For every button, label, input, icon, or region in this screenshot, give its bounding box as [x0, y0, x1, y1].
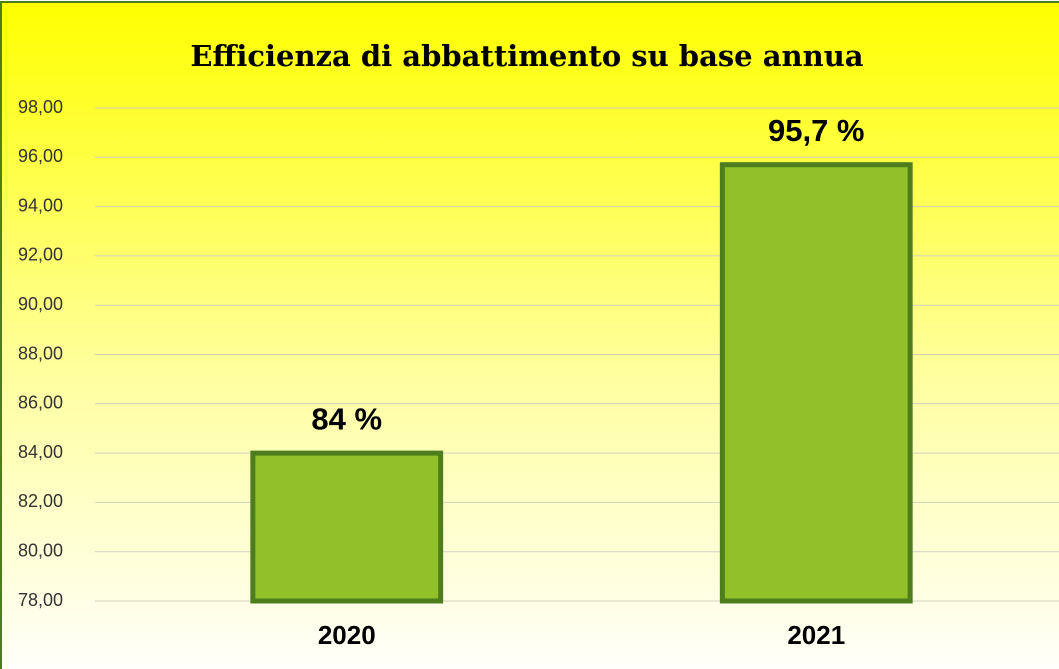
y-tick-label: 92,00 — [18, 245, 63, 265]
value-label: 95,7 % — [768, 113, 865, 148]
y-tick-label: 80,00 — [18, 540, 63, 560]
bar — [250, 450, 444, 604]
y-tick-label: 86,00 — [18, 393, 63, 413]
y-tick-label: 94,00 — [18, 195, 63, 215]
x-tick-label: 2020 — [318, 620, 376, 650]
y-tick-label: 98,00 — [18, 97, 63, 117]
y-tick-label: 84,00 — [18, 442, 63, 462]
value-label: 84 % — [311, 401, 382, 436]
y-tick-label: 78,00 — [18, 590, 63, 610]
y-tick-label: 82,00 — [18, 491, 63, 511]
chart-title: Efficienza di abbattimento su base annua — [190, 39, 863, 73]
bar — [719, 162, 913, 604]
y-tick-label: 88,00 — [18, 343, 63, 363]
y-tick-label: 96,00 — [18, 146, 63, 166]
y-tick-label: 90,00 — [18, 294, 63, 314]
x-tick-label: 2021 — [787, 620, 845, 650]
